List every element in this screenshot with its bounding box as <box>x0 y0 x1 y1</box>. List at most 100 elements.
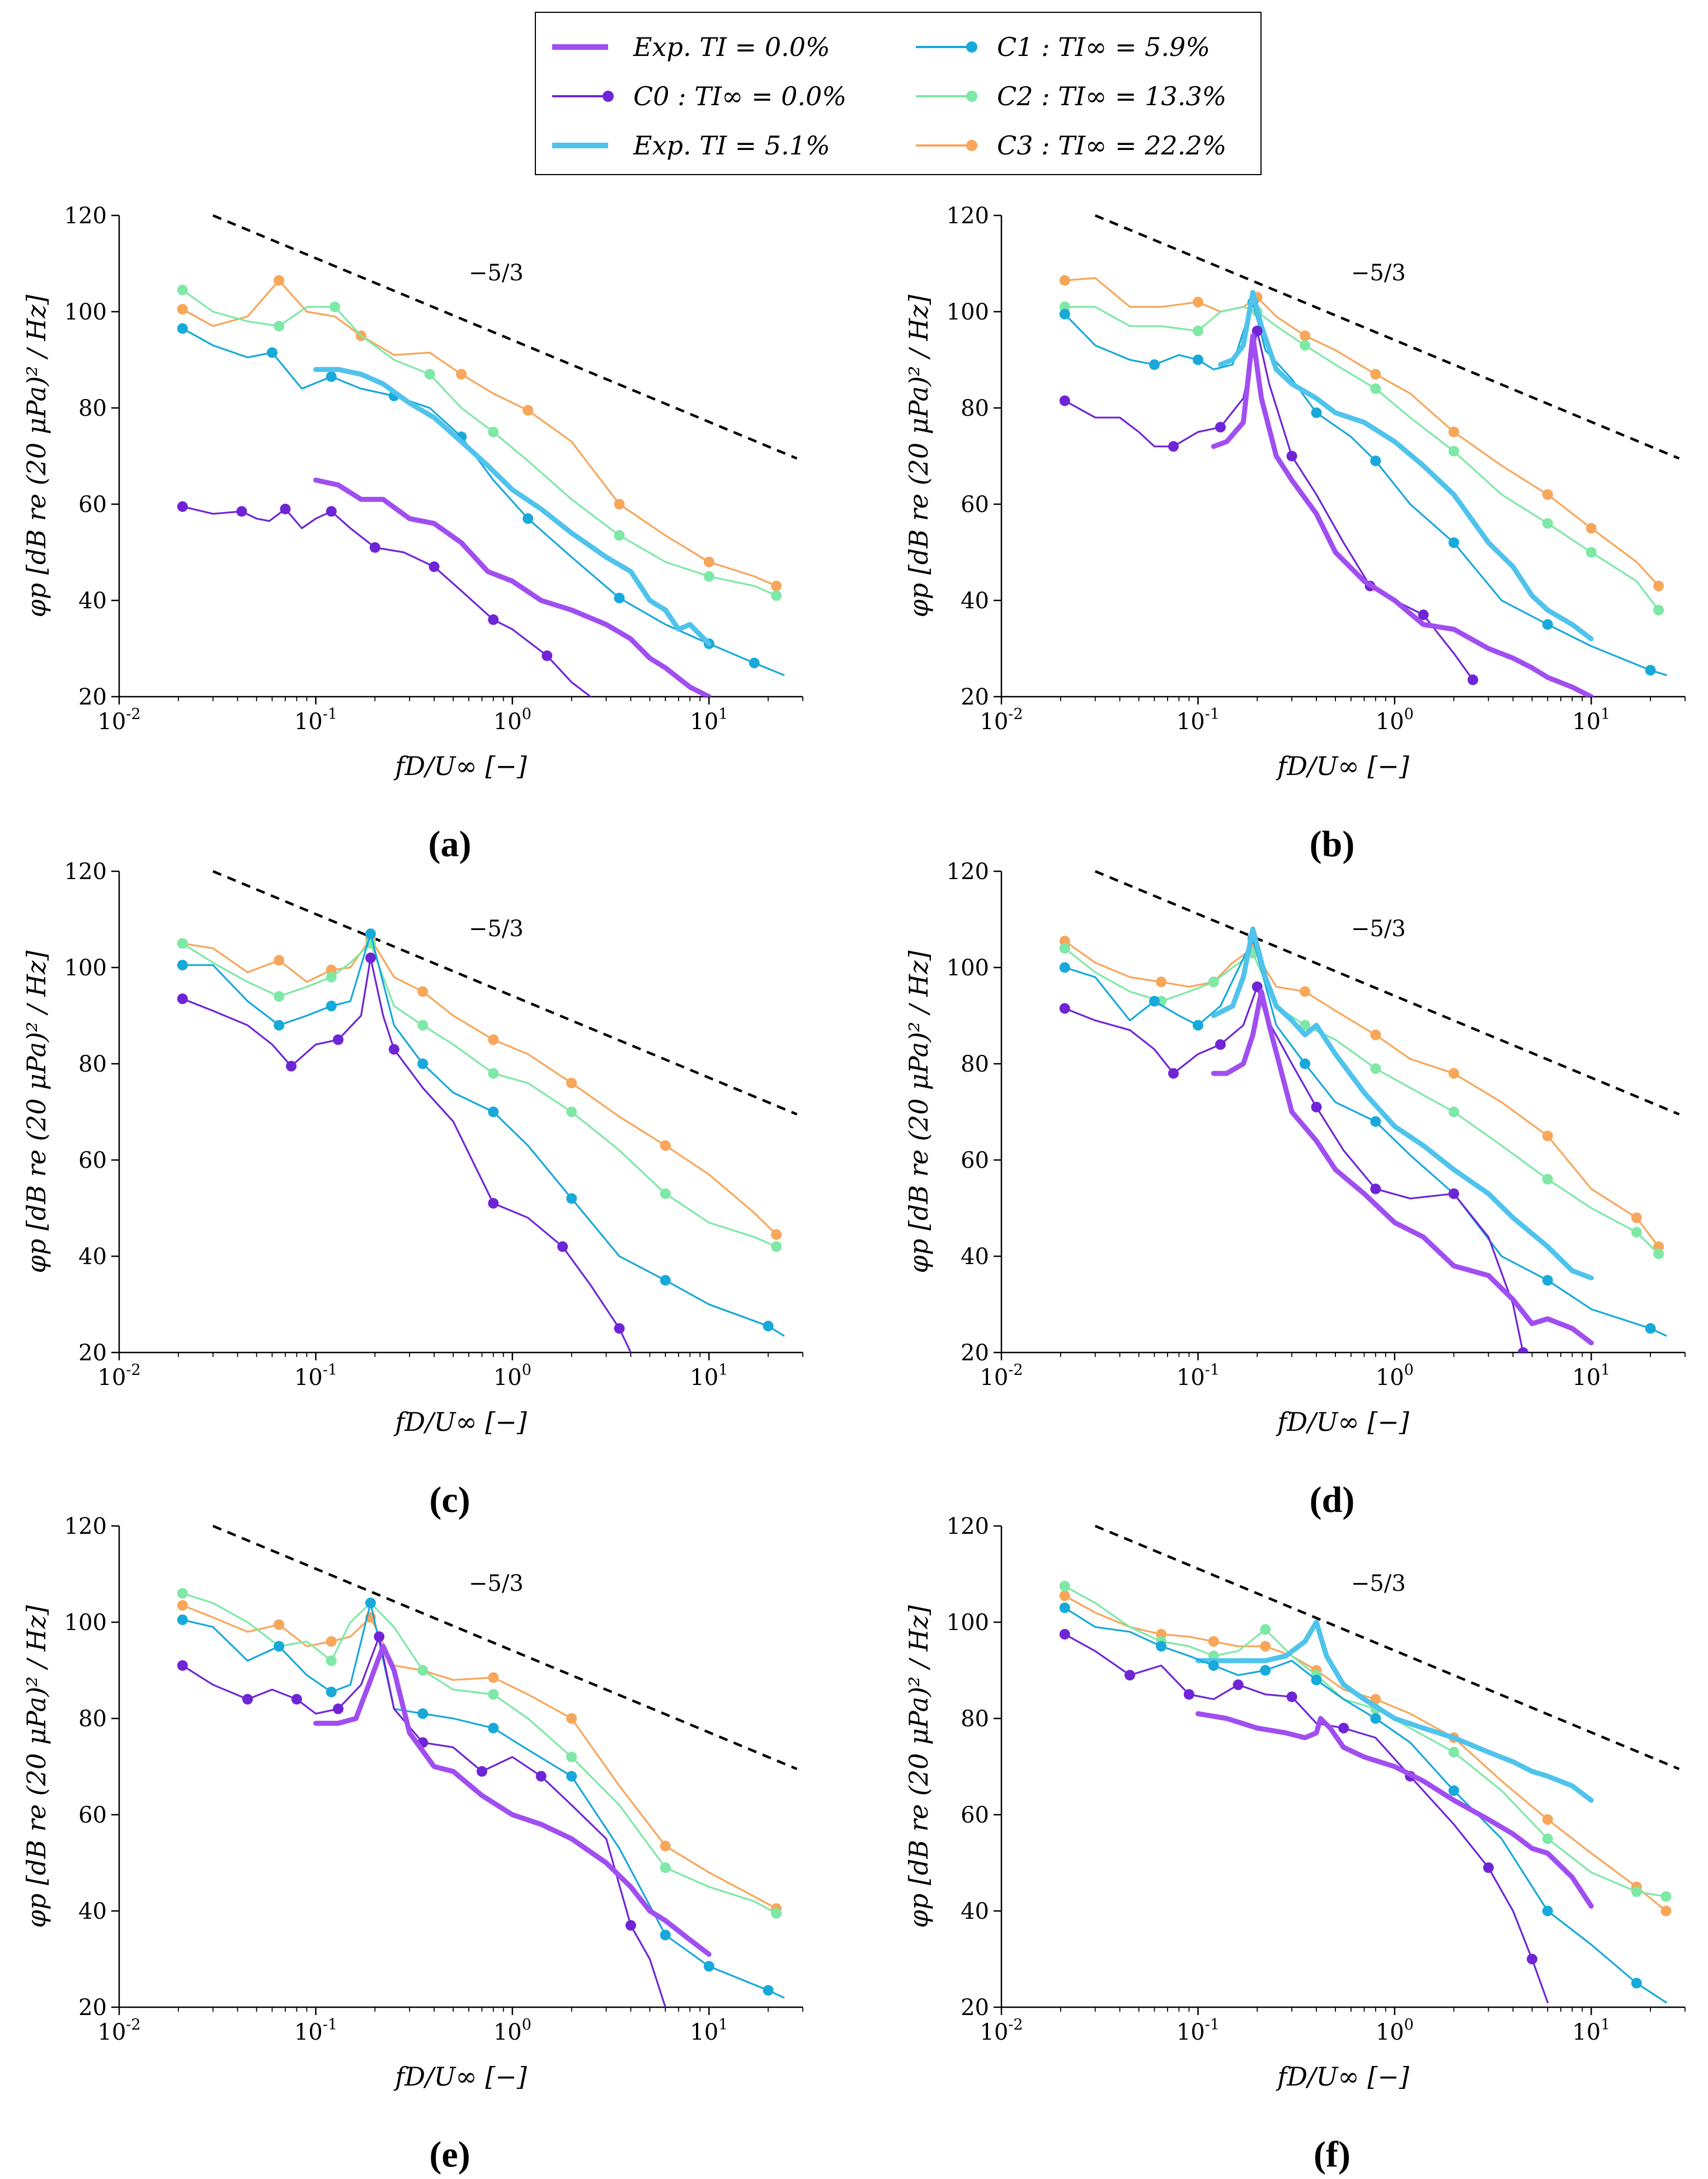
slope-label: −5/3 <box>1351 1571 1406 1596</box>
legend-label: C3 : TI∞ = 22.2% <box>997 130 1226 161</box>
x-axis-label: fD/U∞ [−] <box>393 1407 527 1437</box>
series-c2-ti-13-3 <box>177 938 782 1252</box>
legend-entry-c1-ti-5-9: C1 : TI∞ = 5.9% <box>916 32 1210 62</box>
data-point <box>1631 1227 1642 1238</box>
data-point <box>1631 1886 1642 1898</box>
y-tick-label: 40 <box>78 588 107 614</box>
series-line <box>1195 1711 1594 1909</box>
data-point <box>1418 609 1429 621</box>
data-point <box>1260 1624 1271 1635</box>
series-line <box>313 367 712 646</box>
series-exp-ti-0-0 <box>1195 1711 1594 1909</box>
data-point <box>1208 976 1219 988</box>
y-axis-label: φp [dB re (20 μPa)² / Hz] <box>21 295 51 618</box>
legend-label: C0 : TI∞ = 0.0% <box>633 81 846 111</box>
y-tick-label: 80 <box>78 396 107 421</box>
slope-reference-line <box>212 214 798 460</box>
data-point <box>1448 445 1460 457</box>
data-point <box>1059 1602 1070 1613</box>
x-tick-label: 100 <box>493 1361 531 1391</box>
data-point <box>614 593 625 604</box>
data-point <box>566 1106 577 1117</box>
y-tick-label: 40 <box>78 1899 107 1924</box>
data-point <box>1286 450 1297 462</box>
data-point <box>488 1722 499 1734</box>
legend-marker <box>966 91 977 102</box>
series-line <box>181 279 778 587</box>
data-point <box>771 580 782 591</box>
data-point <box>177 501 188 512</box>
data-point <box>566 1713 577 1724</box>
data-point <box>1467 674 1479 685</box>
data-point <box>535 1771 547 1782</box>
x-tick-label: 10-1 <box>1177 706 1220 735</box>
data-point <box>1542 1173 1553 1185</box>
data-point <box>771 1241 782 1252</box>
data-point <box>1059 962 1070 973</box>
panel-e: 20 40 60 80 100 120 10-2 10-1 100 101 fD/U∞ [−] φp … <box>21 1514 803 2175</box>
data-point <box>1260 1641 1271 1652</box>
series-line <box>1211 333 1594 697</box>
y-tick-label: 120 <box>64 859 107 885</box>
x-tick-label: 10-1 <box>1177 1361 1220 1391</box>
y-tick-label: 20 <box>961 1995 989 2021</box>
data-point <box>177 284 188 295</box>
data-point <box>177 938 188 949</box>
slope-label: −5/3 <box>469 260 524 286</box>
legend-marker <box>966 41 977 53</box>
x-axis-label: fD/U∞ [−] <box>1276 1407 1409 1437</box>
slope-reference-line <box>1094 870 1680 1116</box>
data-point <box>1059 1581 1070 1591</box>
series-line <box>1064 1633 1549 2003</box>
y-tick-label: 80 <box>961 1051 989 1077</box>
data-point <box>1300 986 1311 997</box>
series-c1-ti-5-9 <box>177 928 785 1337</box>
x-tick-label: 10-2 <box>980 706 1023 735</box>
x-tick-label: 10-2 <box>97 2016 140 2045</box>
data-point <box>326 371 337 382</box>
x-tick-label: 100 <box>1376 2016 1414 2045</box>
y-tick-label: 20 <box>78 1340 107 1366</box>
series-c0-ti-0-0 <box>1059 1629 1549 2003</box>
x-tick-label: 10-2 <box>97 1361 140 1391</box>
x-tick-label: 10-1 <box>294 706 337 735</box>
data-point <box>1192 354 1203 365</box>
data-point <box>286 1060 297 1072</box>
data-point <box>1653 1248 1664 1260</box>
panel-d: 20 40 60 80 100 120 10-2 10-1 100 101 fD/U∞ [−] φp … <box>904 859 1686 1520</box>
y-tick-label: 120 <box>64 1514 107 1539</box>
data-point <box>1370 1713 1381 1724</box>
data-point <box>1370 455 1381 467</box>
y-tick-label: 80 <box>78 1051 107 1077</box>
data-point <box>1156 1641 1167 1652</box>
data-point <box>177 1660 188 1671</box>
data-point <box>1653 604 1664 616</box>
data-point <box>1542 1275 1553 1286</box>
data-point <box>1183 1689 1194 1700</box>
panel-caption: (d) <box>1310 1480 1355 1520</box>
data-point <box>1585 523 1597 534</box>
y-tick-label: 60 <box>78 492 107 518</box>
data-point <box>1542 1814 1553 1825</box>
legend: Exp. TI = 0.0% C0 : TI∞ = 0.0% Exp. TI = 5… <box>535 12 1262 175</box>
data-point <box>1483 1862 1494 1873</box>
data-point <box>326 506 337 517</box>
data-point <box>274 955 285 966</box>
data-point <box>242 1694 253 1705</box>
data-point <box>1215 1039 1226 1050</box>
data-point <box>1645 665 1656 676</box>
series-line <box>1195 1619 1594 1803</box>
y-tick-label: 40 <box>961 1244 989 1270</box>
data-point <box>1300 330 1311 341</box>
data-point <box>1208 1660 1219 1671</box>
data-point <box>1542 619 1553 630</box>
data-point <box>274 275 285 286</box>
x-tick-label: 100 <box>1376 1361 1414 1391</box>
series-exp-ti-0-0 <box>1211 333 1594 697</box>
data-point <box>1215 421 1226 433</box>
data-point <box>1370 383 1381 395</box>
x-tick-label: 10-2 <box>980 1361 1023 1391</box>
x-tick-label: 10-2 <box>97 706 140 735</box>
